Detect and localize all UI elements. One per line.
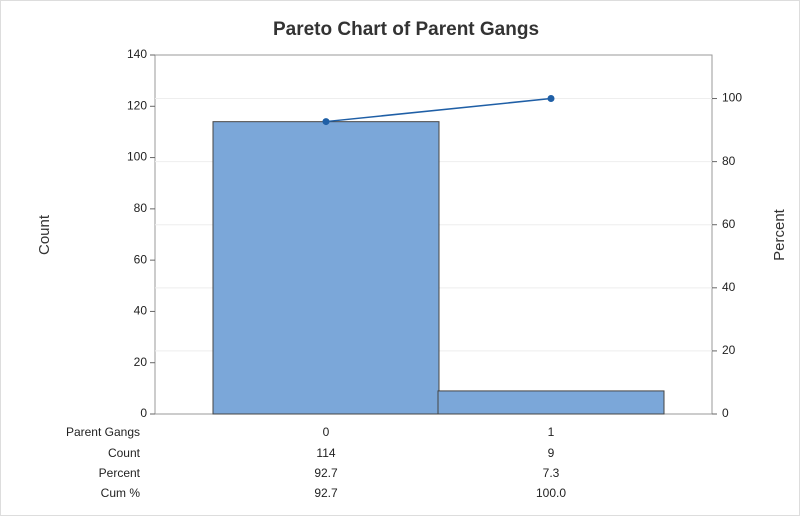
table-cell: 92.7 [314, 466, 338, 480]
chart-title: Pareto Chart of Parent Gangs [273, 19, 539, 40]
y-tick-label: 80 [134, 201, 148, 215]
y2-tick-label: 0 [722, 406, 729, 420]
y2-tick-label: 100 [722, 91, 742, 105]
y-tick-label: 20 [134, 355, 148, 369]
y2-tick-label: 20 [722, 343, 736, 357]
table-row-label: Count [108, 446, 141, 460]
table-cell: 92.7 [314, 486, 338, 500]
bar [212, 121, 440, 415]
table-cell: 0 [323, 425, 330, 439]
cum-point [322, 118, 330, 126]
y-axis-title: Count [36, 214, 53, 255]
y2-tick-label: 80 [722, 154, 736, 168]
table-cell: 1 [548, 425, 555, 439]
y-tick-label: 0 [140, 406, 147, 420]
table-cell: 7.3 [543, 466, 560, 480]
table-cell: 114 [316, 446, 335, 460]
y-tick-label: 60 [134, 252, 148, 266]
cum-point [547, 95, 555, 103]
y-tick-label: 100 [127, 150, 147, 164]
table-row-label: Percent [99, 466, 141, 480]
table-cell: 100.0 [536, 486, 566, 500]
cum-line [325, 97, 552, 123]
table-row-label: Parent Gangs [66, 425, 140, 439]
table-cell: 9 [548, 446, 555, 460]
y2-axis-title: Percent [771, 208, 788, 261]
table-row-label: Cum % [101, 486, 141, 500]
y-tick-label: 40 [134, 304, 148, 318]
y2-tick-label: 40 [722, 280, 736, 294]
y-tick-label: 140 [127, 47, 147, 61]
bar [437, 390, 665, 415]
y-tick-label: 120 [127, 98, 147, 112]
y2-tick-label: 60 [722, 217, 736, 231]
